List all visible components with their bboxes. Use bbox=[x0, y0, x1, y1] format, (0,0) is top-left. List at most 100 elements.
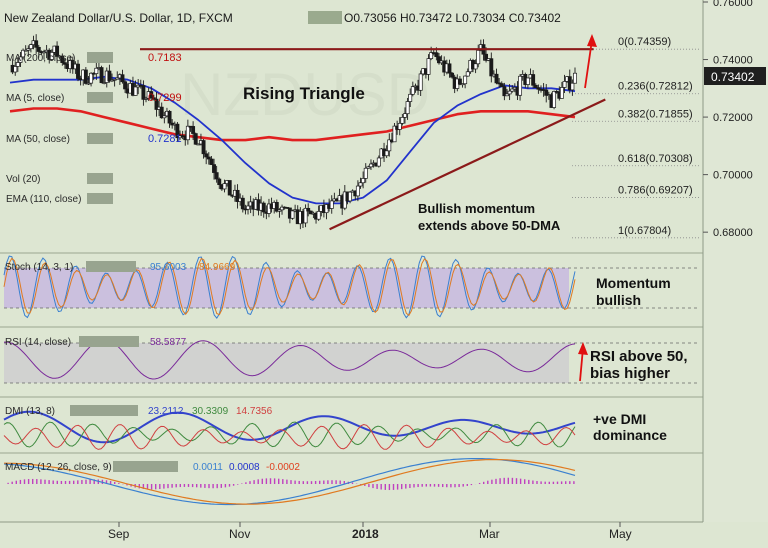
candle-body bbox=[94, 67, 99, 74]
candle-body bbox=[193, 133, 198, 145]
pattern-annotation: Rising Triangle bbox=[243, 84, 365, 103]
candle-body bbox=[329, 200, 334, 209]
legend-row-value-2: 0.7281 bbox=[148, 133, 182, 145]
dmi-legend-controls bbox=[70, 405, 138, 416]
momentum-annotation-line2: extends above 50-DMA bbox=[418, 218, 561, 233]
dmi-minus-value: 14.7356 bbox=[236, 406, 273, 417]
candle-body bbox=[570, 82, 575, 91]
candle-body bbox=[476, 50, 481, 65]
candle-body bbox=[303, 207, 308, 224]
candle-body bbox=[405, 101, 410, 115]
candle-body bbox=[348, 191, 352, 202]
candle-body bbox=[49, 52, 54, 60]
candle-body bbox=[141, 85, 146, 100]
candle-body bbox=[457, 78, 462, 85]
candle-body bbox=[376, 157, 381, 167]
stoch-d-line bbox=[3, 257, 576, 317]
candle-body bbox=[15, 62, 20, 67]
stoch-annotation-line1: Momentum bbox=[596, 275, 671, 291]
chart-title: New Zealand Dollar/U.S. Dollar, 1D, FXCM bbox=[4, 11, 233, 25]
candle-body bbox=[536, 87, 541, 90]
candle-body bbox=[410, 86, 415, 95]
candle-body bbox=[460, 83, 465, 86]
dmi-annotation-line1: +ve DMI bbox=[593, 411, 646, 427]
time-tick-label-2: 2018 bbox=[352, 527, 379, 541]
stoch-k-value: 95.6003 bbox=[150, 262, 187, 273]
legend-row-controls-2 bbox=[87, 133, 113, 144]
trendline-1 bbox=[329, 98, 606, 231]
candle-body bbox=[355, 185, 360, 197]
price-pane: NZDUSD bbox=[9, 34, 606, 231]
price-tick-label-3: 0.70000 bbox=[713, 170, 753, 182]
fib-level-label-0: 0(0.74359) bbox=[618, 36, 671, 48]
dmi-plus-value: 30.3309 bbox=[192, 406, 229, 417]
candle-body bbox=[489, 58, 494, 77]
candle-body bbox=[196, 143, 201, 146]
candle-body bbox=[544, 89, 549, 96]
time-tick-label-1: Nov bbox=[229, 527, 250, 541]
legend-row-label-2: MA (50, close) bbox=[6, 134, 70, 145]
candle-body bbox=[235, 189, 240, 202]
candle-body bbox=[34, 40, 39, 48]
candle-body bbox=[191, 126, 196, 134]
breakout-arrow-head bbox=[587, 34, 597, 47]
candle-body bbox=[42, 51, 46, 54]
candle-body bbox=[222, 183, 227, 190]
candle-body bbox=[559, 87, 564, 99]
candle-body bbox=[167, 110, 172, 124]
stoch-label: Stoch (14, 3, 1) bbox=[5, 262, 73, 273]
candle-body bbox=[277, 209, 282, 212]
candle-body bbox=[102, 82, 107, 84]
dmi-annotation-line2: dominance bbox=[593, 427, 667, 443]
candle-body bbox=[306, 207, 311, 212]
legend-row-controls-4 bbox=[87, 193, 113, 204]
time-tick-label-4: May bbox=[609, 527, 632, 541]
candle-body bbox=[384, 150, 389, 157]
stoch-k-line bbox=[3, 255, 576, 319]
breakout-arrow-shaft bbox=[584, 39, 593, 89]
fib-level-label-2: 0.382(0.71855) bbox=[618, 108, 693, 120]
candle-body bbox=[120, 74, 125, 83]
price-tick-label-0: 0.76000 bbox=[713, 0, 753, 9]
rsi-annotation-line1: RSI above 50, bbox=[590, 348, 688, 365]
candle-body bbox=[494, 73, 499, 84]
candle-body bbox=[274, 202, 279, 212]
candle-body bbox=[531, 74, 536, 86]
macd-hist-value: -0.0002 bbox=[266, 462, 300, 473]
candle-body bbox=[28, 44, 33, 50]
macd-label: MACD (12, 26, close, 9) bbox=[5, 462, 112, 473]
indicator-legend: MA (200, close) 0.7183 MA (5, close) 0.7299… bbox=[6, 52, 182, 205]
candle-body bbox=[426, 58, 431, 75]
candle-body bbox=[62, 62, 67, 65]
candle-body bbox=[465, 71, 470, 77]
fib-level-label-3: 0.618(0.70308) bbox=[618, 153, 693, 165]
candle-body bbox=[363, 167, 368, 179]
candle-body bbox=[133, 86, 138, 96]
candle-body bbox=[261, 202, 266, 213]
candle-body bbox=[123, 81, 128, 90]
candle-body bbox=[217, 178, 222, 186]
price-tick-label-1: 0.74000 bbox=[713, 55, 753, 67]
candle-body bbox=[369, 163, 373, 168]
candle-body bbox=[510, 88, 515, 92]
candle-body bbox=[397, 122, 402, 130]
candle-body bbox=[316, 211, 321, 220]
candle-body bbox=[115, 77, 120, 80]
candle-body bbox=[499, 83, 504, 87]
watermark: NZDUSD bbox=[180, 61, 430, 128]
candle-body bbox=[60, 55, 65, 63]
candle-body bbox=[212, 164, 216, 173]
legend-row-label-4: EMA (110, close) bbox=[6, 194, 81, 205]
legend-row-controls-3 bbox=[87, 173, 113, 184]
candle-body bbox=[13, 66, 18, 73]
macd-legend-controls bbox=[113, 461, 178, 472]
candle-body bbox=[290, 210, 295, 219]
dmi-minus-line bbox=[3, 423, 576, 450]
price-tick-label-2: 0.72000 bbox=[713, 112, 753, 124]
header-controls[interactable] bbox=[308, 11, 342, 24]
dmi-plus-line bbox=[3, 421, 576, 448]
candle-body bbox=[83, 69, 88, 84]
candle-body bbox=[149, 91, 154, 99]
candle-body bbox=[175, 123, 180, 139]
candle-body bbox=[86, 82, 91, 85]
